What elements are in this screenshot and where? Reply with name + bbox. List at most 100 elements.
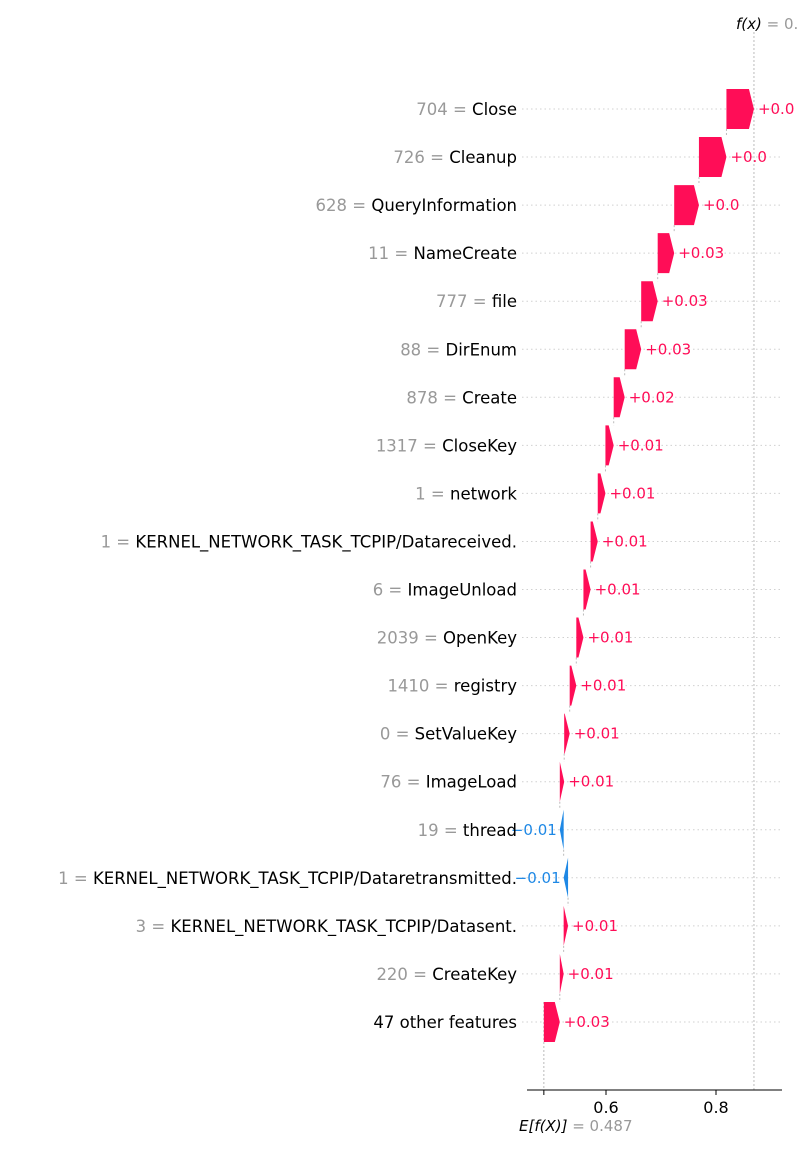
feature-value: 726 = xyxy=(393,148,449,167)
contribution-label: +0.01 xyxy=(580,677,626,695)
feature-label: 1 = network xyxy=(415,484,517,503)
feature-value: 76 = xyxy=(380,773,425,792)
contribution-label: +0.01 xyxy=(609,484,655,502)
feature-name: Create xyxy=(462,388,517,407)
contribution-label: +0.0 xyxy=(703,196,739,214)
base-value-annotation: E[f(X)] = 0.487 xyxy=(519,1117,633,1135)
feature-name: Close xyxy=(472,100,517,119)
feature-label: 19 = thread xyxy=(418,821,517,840)
output-value-annotation-symbol: f(x) xyxy=(736,15,762,33)
bar xyxy=(605,425,614,466)
feature-labels: +0.0 704 = Close +0.0 726 = Cleanup +0.0 628 … xyxy=(58,100,794,1032)
contribution-label: +0.01 xyxy=(587,629,633,647)
feature-value: 6 = xyxy=(373,581,408,600)
x-tick-label: 0.6 xyxy=(593,1098,618,1117)
feature-name: KERNEL_NETWORK_TASK_TCPIP/Datareceived. xyxy=(135,532,517,552)
feature-label: 1317 = CloseKey xyxy=(376,436,517,455)
contribution-label: +0.01 xyxy=(568,773,614,791)
bar xyxy=(576,617,584,658)
bar xyxy=(563,905,569,946)
feature-label: 2039 = OpenKey xyxy=(377,629,518,648)
contribution-label: +0.03 xyxy=(662,292,708,310)
bar xyxy=(624,329,642,370)
output-value-annotation-value: = 0. xyxy=(762,15,798,33)
feature-value: 3 = xyxy=(136,917,171,936)
feature-value: 1 = xyxy=(58,869,93,888)
bar xyxy=(559,953,564,994)
bar xyxy=(590,521,598,562)
feature-label: 1 = KERNEL_NETWORK_TASK_TCPIP/Dataretran… xyxy=(58,869,517,889)
feature-value: 2039 = xyxy=(377,629,443,648)
feature-value: 19 = xyxy=(418,821,463,840)
bar xyxy=(698,137,727,178)
feature-name: CloseKey xyxy=(442,436,517,455)
feature-name: KERNEL_NETWORK_TASK_TCPIP/Datasent. xyxy=(170,917,517,937)
feature-name: QueryInformation xyxy=(371,196,517,215)
feature-value: 220 = xyxy=(376,965,432,984)
contribution-label: +0.03 xyxy=(645,340,691,358)
feature-name: ImageUnload xyxy=(408,581,517,600)
bar xyxy=(564,713,570,754)
feature-value: 1 = xyxy=(101,532,136,551)
feature-label: 704 = Close xyxy=(416,100,517,119)
contribution-label: +0.0 xyxy=(758,100,794,118)
bar xyxy=(657,233,675,274)
feature-name: registry xyxy=(454,677,517,696)
bar xyxy=(613,377,625,418)
bars xyxy=(543,89,754,1042)
contribution-label: +0.03 xyxy=(678,244,724,262)
base-value-annotation-symbol: E[f(X)] xyxy=(519,1117,568,1135)
feature-value: 777 = xyxy=(436,292,492,311)
feature-label: 1 = KERNEL_NETWORK_TASK_TCPIP/Datareceiv… xyxy=(101,532,517,552)
feature-value: 0 = xyxy=(380,725,415,744)
row-gridlines xyxy=(522,108,782,1023)
feature-name: NameCreate xyxy=(413,244,517,263)
contribution-label: +0.01 xyxy=(574,725,620,743)
feature-label: 88 = DirEnum xyxy=(400,340,517,359)
feature-value: 88 = xyxy=(400,340,445,359)
x-tick-label: 0.8 xyxy=(703,1098,728,1117)
feature-value: 704 = xyxy=(416,100,472,119)
feature-name: 47 other features xyxy=(373,1013,517,1032)
feature-value: 1317 = xyxy=(376,436,442,455)
feature-label: 777 = file xyxy=(436,292,517,311)
output-value-annotation: f(x) = 0. xyxy=(736,15,798,33)
feature-name: thread xyxy=(463,821,517,840)
contribution-label: +0.01 xyxy=(568,965,614,983)
bar xyxy=(726,89,754,129)
feature-value: 628 = xyxy=(316,196,372,215)
feature-label: 878 = Create xyxy=(406,388,517,407)
feature-value: 11 = xyxy=(368,244,413,263)
feature-name: CreateKey xyxy=(432,965,517,984)
feature-name: network xyxy=(450,484,517,503)
feature-name: ImageLoad xyxy=(426,773,517,792)
bar xyxy=(559,809,564,850)
contribution-label: +0.03 xyxy=(564,1013,610,1031)
bar xyxy=(559,761,565,802)
contribution-label: +0.01 xyxy=(618,436,664,454)
feature-name: SetValueKey xyxy=(415,725,518,744)
base-value-annotation-value: = 0.487 xyxy=(567,1117,632,1135)
bar xyxy=(583,569,591,610)
contribution-label: −0.01 xyxy=(515,869,561,887)
contribution-label: +0.01 xyxy=(602,532,648,550)
bar xyxy=(597,473,606,514)
contribution-label: +0.0 xyxy=(730,148,766,166)
bar xyxy=(543,1001,560,1042)
reference-lines xyxy=(543,32,755,1090)
feature-label: 11 = NameCreate xyxy=(368,244,517,263)
bar xyxy=(641,281,658,322)
feature-label: 220 = CreateKey xyxy=(376,965,517,984)
contribution-label: +0.01 xyxy=(572,917,618,935)
bar xyxy=(674,185,699,226)
feature-name: file xyxy=(492,292,517,311)
feature-value: 1410 = xyxy=(387,677,453,696)
feature-label: 3 = KERNEL_NETWORK_TASK_TCPIP/Datasent. xyxy=(136,917,517,937)
bar xyxy=(569,665,577,706)
contribution-label: +0.01 xyxy=(595,581,641,599)
feature-label: 1410 = registry xyxy=(387,677,517,696)
annotations: E[f(X)] = 0.487 f(x) = 0. xyxy=(519,15,798,1135)
contribution-label: +0.02 xyxy=(629,388,675,406)
feature-name: Cleanup xyxy=(449,148,517,167)
